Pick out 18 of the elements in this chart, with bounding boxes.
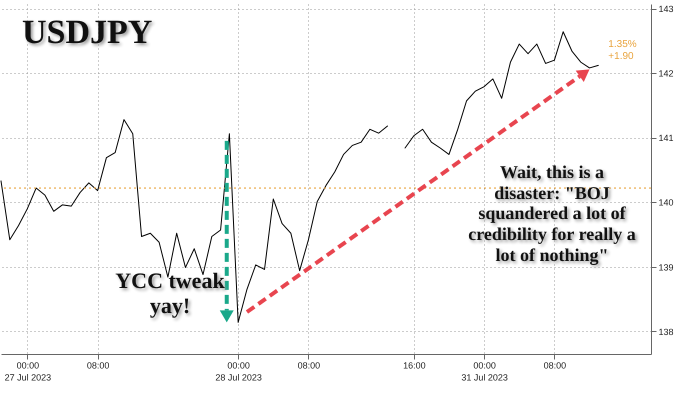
x-tick-label: 00:00 28 Jul 2023 xyxy=(215,360,262,382)
annotation: +1.90 xyxy=(608,51,634,62)
chart-title: USDJPY xyxy=(22,14,152,52)
y-tick-label: 139 xyxy=(658,262,674,272)
x-tick-label: 00:00 31 Jul 2023 xyxy=(461,360,508,382)
x-tick-label: 16:00 xyxy=(403,360,426,370)
y-tick-label: 143 xyxy=(658,4,674,14)
x-tick-label: 08:00 xyxy=(86,360,110,370)
annotation: YCC tweak yay! xyxy=(114,268,226,319)
annotation: Wait, this is a disaster: "BOJ squandered a lot of credibility for really a lot of nothing" xyxy=(467,162,637,266)
x-tick-label: 08:00 xyxy=(298,360,320,370)
y-tick-label: 142 xyxy=(658,68,674,79)
y-tick-label: 140 xyxy=(658,198,674,208)
x-tick-label: 08:00 xyxy=(544,360,566,370)
y-tick-label: 141 xyxy=(658,133,674,144)
annotation: 1.35% xyxy=(608,39,637,50)
y-tick-label: 138 xyxy=(658,326,674,337)
x-tick-label: 00:00 27 Jul 2023 xyxy=(4,360,52,382)
